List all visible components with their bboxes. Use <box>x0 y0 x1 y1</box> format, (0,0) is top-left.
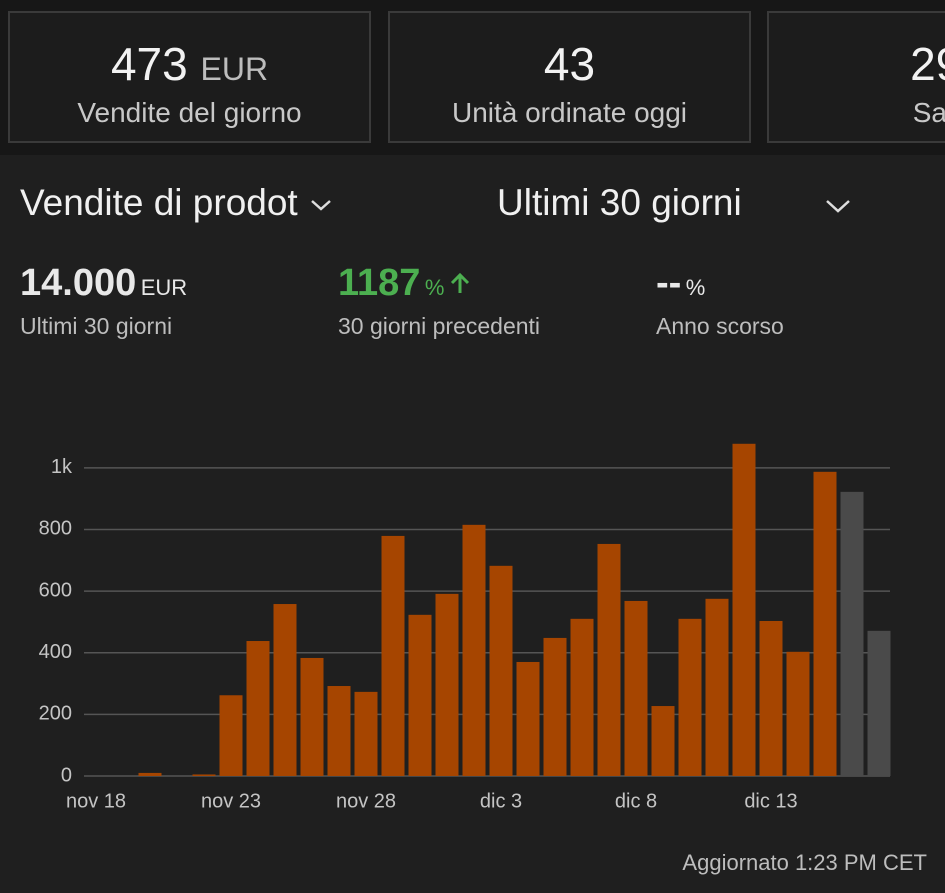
card-value: 43 <box>543 38 596 90</box>
bar <box>786 651 810 776</box>
stat: 1187 % 30 giorni precedenti <box>338 262 540 340</box>
bar <box>354 691 378 776</box>
card[interactable]: 43 Unità ordinate oggi <box>388 11 751 143</box>
card-unit: EUR <box>200 51 269 87</box>
bar <box>651 706 675 776</box>
stat-value: -- <box>656 262 682 304</box>
bar <box>273 604 297 776</box>
stat-unit: % <box>685 275 706 300</box>
dropdown-text: Ultimi 30 giorni <box>497 182 742 223</box>
stat-label: Ultimi 30 giorni <box>20 313 173 339</box>
bar <box>435 593 459 776</box>
bar <box>732 443 756 776</box>
bar <box>543 637 567 776</box>
bar <box>840 491 864 776</box>
bar <box>813 471 837 776</box>
x-tick-label: dic 8 <box>615 790 657 812</box>
y-tick-label: 400 <box>39 641 72 663</box>
card[interactable]: 291 Saldo <box>767 11 945 143</box>
stat-unit: % <box>424 275 445 300</box>
up-arrow <box>450 272 469 293</box>
stat-value: 14.000 <box>20 262 137 304</box>
bar <box>408 614 432 776</box>
x-tick-label: nov 23 <box>201 790 261 812</box>
card-value: 291 <box>910 38 945 90</box>
card-value-row: 473 EUR <box>10 37 369 91</box>
card[interactable]: 473 EUR Vendite del giorno <box>8 11 371 143</box>
chevron <box>311 200 331 211</box>
bar <box>867 630 891 776</box>
bar <box>516 661 540 776</box>
y-tick-label: 0 <box>61 764 72 786</box>
cards: 473 EUR Vendite del giorno 43 Unità ordi… <box>0 0 945 155</box>
y-tick-label: 800 <box>39 518 72 540</box>
bar <box>678 618 702 776</box>
bar <box>705 598 729 776</box>
stat: 14.000 EUR Ultimi 30 giorni <box>20 262 187 340</box>
card-label: Saldo <box>912 97 945 128</box>
bar <box>381 535 405 776</box>
stat: -- % Anno scorso <box>656 262 784 340</box>
y-tick-label: 200 <box>39 703 72 725</box>
x-tick-label: dic 13 <box>744 790 797 812</box>
card-label: Vendite del giorno <box>77 97 302 128</box>
bar <box>246 641 270 776</box>
bar <box>759 620 783 776</box>
metric-dropdown[interactable]: Vendite di prodot <box>20 182 334 224</box>
bar <box>597 543 621 776</box>
updated-note: Aggiornato 1:23 PM CET <box>682 850 927 875</box>
card-label: Unità ordinate oggi <box>451 97 688 128</box>
stat-label: 30 giorni precedenti <box>338 313 541 339</box>
chevron[interactable] <box>823 195 853 217</box>
stat-value: 1187 <box>338 262 421 304</box>
x-tick-label: nov 18 <box>66 790 126 812</box>
bar <box>219 695 243 776</box>
card-value: 473 <box>110 38 188 90</box>
x-tick-label: dic 3 <box>480 790 522 812</box>
stat-label: Anno scorso <box>656 313 784 339</box>
bar <box>570 618 594 776</box>
stat-value-row: 14.000 EUR <box>20 262 187 305</box>
dropdown-text: Vendite di prodot <box>20 182 298 223</box>
bar <box>300 657 324 776</box>
bar <box>462 524 486 776</box>
bar <box>489 565 513 776</box>
stat-value-row: 1187 % <box>338 262 540 305</box>
stat-value-row: -- % <box>656 262 784 305</box>
bar <box>192 774 216 776</box>
y-tick-label: 600 <box>39 579 72 601</box>
period-dropdown[interactable]: Ultimi 30 giorni <box>497 182 742 224</box>
bar <box>624 600 648 776</box>
x-tick-label: nov 28 <box>336 790 396 812</box>
bar <box>327 686 351 776</box>
stat-unit: EUR <box>140 275 188 300</box>
y-tick-label: 1k <box>51 456 73 478</box>
bar <box>138 772 162 776</box>
